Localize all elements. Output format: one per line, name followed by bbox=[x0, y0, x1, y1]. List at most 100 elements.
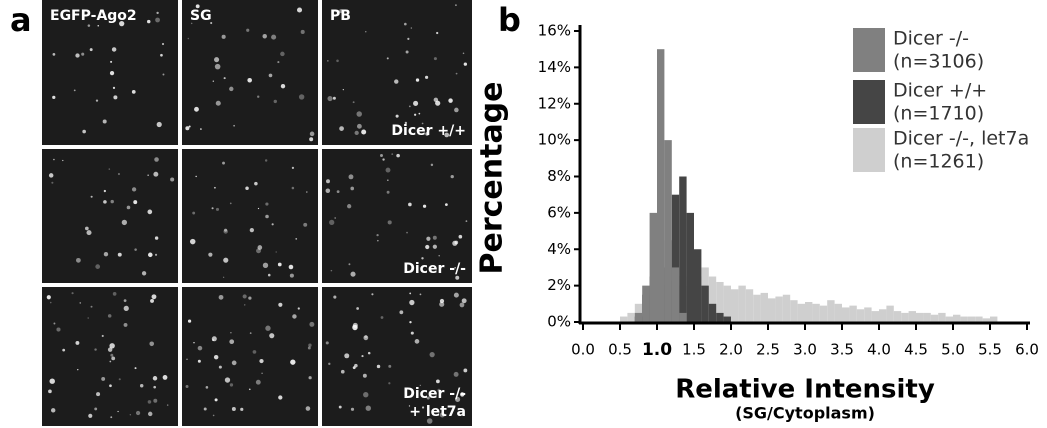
speckle bbox=[230, 332, 232, 334]
histogram-bar bbox=[708, 303, 717, 322]
speckle bbox=[361, 355, 364, 358]
speckle bbox=[387, 179, 389, 181]
speckle bbox=[365, 405, 371, 411]
histogram-bar bbox=[679, 176, 687, 322]
histogram-bar bbox=[812, 303, 820, 322]
histogram-bar bbox=[864, 307, 872, 322]
y-tick-label: 12% bbox=[538, 94, 571, 112]
x-axis-label: Relative Intensity bbox=[675, 375, 935, 405]
speckle bbox=[148, 252, 153, 258]
legend-note: (n=1710) bbox=[893, 103, 984, 125]
speckle bbox=[426, 396, 430, 400]
speckle bbox=[340, 369, 345, 374]
speckle bbox=[439, 412, 445, 418]
histogram-bar bbox=[916, 312, 924, 322]
speckle bbox=[454, 107, 459, 113]
speckle bbox=[255, 379, 261, 385]
speckle bbox=[62, 159, 64, 162]
speckle bbox=[363, 335, 369, 341]
speckle bbox=[160, 53, 163, 57]
speckle bbox=[90, 305, 93, 308]
histogram-bar bbox=[849, 305, 857, 322]
row-label: + let7a bbox=[409, 404, 466, 420]
histogram-bar bbox=[782, 294, 791, 322]
speckle bbox=[333, 295, 337, 299]
x-tick-label: 5.5 bbox=[978, 341, 1002, 359]
legend-note: (n=1261) bbox=[893, 151, 984, 173]
speckle bbox=[265, 202, 269, 206]
speckle bbox=[134, 248, 137, 251]
speckle bbox=[404, 121, 408, 125]
speckle bbox=[190, 22, 193, 25]
speckle bbox=[453, 292, 459, 298]
speckle bbox=[461, 298, 467, 304]
speckle bbox=[367, 351, 371, 355]
row-label: Dicer -/- bbox=[403, 261, 466, 277]
speckle bbox=[365, 31, 367, 33]
speckle bbox=[97, 24, 100, 27]
speckle bbox=[264, 159, 268, 162]
speckle bbox=[280, 51, 285, 57]
speckle bbox=[79, 302, 82, 304]
speckle bbox=[101, 334, 104, 338]
speckle bbox=[153, 398, 158, 403]
speckle bbox=[444, 203, 448, 206]
speckle bbox=[363, 392, 369, 398]
speckle bbox=[395, 114, 399, 118]
speckle bbox=[211, 207, 214, 210]
speckle bbox=[325, 341, 329, 345]
speckle bbox=[111, 356, 116, 361]
speckle bbox=[153, 171, 159, 177]
speckle bbox=[48, 173, 54, 178]
speckle bbox=[327, 60, 329, 62]
speckle bbox=[155, 17, 160, 23]
x-tick-label: 2.5 bbox=[756, 341, 780, 359]
legend-label: Dicer +/+ bbox=[893, 80, 987, 102]
speckle bbox=[436, 31, 439, 35]
speckle bbox=[109, 360, 112, 363]
speckle bbox=[257, 207, 260, 210]
speckle bbox=[334, 217, 337, 219]
speckle bbox=[188, 125, 191, 128]
speckle bbox=[131, 187, 137, 192]
histogram-bar bbox=[819, 305, 828, 322]
x-axis-sublabel: (SG/Cytoplasm) bbox=[735, 404, 875, 423]
histogram-bar bbox=[827, 300, 835, 322]
speckle bbox=[297, 307, 300, 310]
speckle bbox=[212, 414, 215, 417]
speckle bbox=[215, 207, 220, 211]
speckle bbox=[52, 95, 56, 99]
speckle bbox=[432, 244, 437, 249]
speckle bbox=[344, 353, 350, 359]
speckle bbox=[409, 321, 412, 324]
x-tick-label: 0.5 bbox=[608, 341, 632, 359]
speckle bbox=[387, 220, 392, 225]
column-title: PB bbox=[330, 8, 351, 24]
speckle bbox=[107, 314, 112, 318]
speckle bbox=[214, 63, 221, 70]
speckle bbox=[394, 79, 399, 84]
histogram-bar bbox=[797, 303, 805, 322]
histogram-bar bbox=[967, 316, 976, 322]
speckle bbox=[386, 57, 389, 60]
speckle bbox=[432, 235, 437, 240]
speckle bbox=[245, 186, 249, 191]
micrograph bbox=[42, 149, 178, 283]
speckle bbox=[277, 262, 282, 267]
speckle bbox=[223, 257, 229, 263]
speckle bbox=[410, 331, 414, 335]
y-tick-label: 4% bbox=[547, 240, 571, 258]
speckle bbox=[147, 174, 149, 176]
y-tick-label: 6% bbox=[547, 203, 571, 221]
speckle bbox=[453, 371, 459, 377]
speckle bbox=[362, 373, 367, 378]
speckle bbox=[224, 377, 231, 383]
speckle bbox=[298, 94, 305, 100]
speckle bbox=[444, 132, 450, 138]
speckle bbox=[187, 37, 190, 40]
speckle bbox=[117, 410, 119, 413]
speckle bbox=[151, 294, 157, 300]
speckle bbox=[426, 236, 431, 241]
speckle bbox=[380, 154, 383, 157]
speckle bbox=[77, 369, 79, 371]
